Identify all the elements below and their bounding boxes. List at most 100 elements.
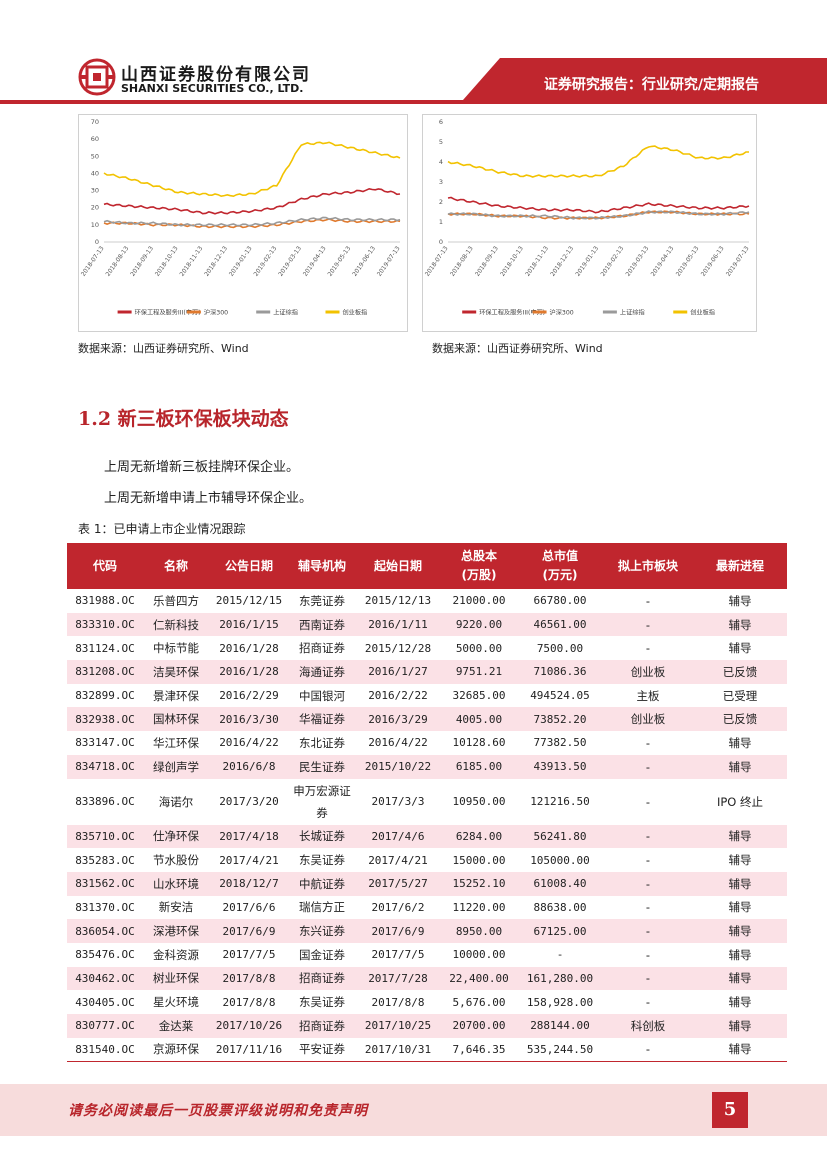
table-header-cell: 最新进程 (693, 543, 787, 589)
table-header-cell: 起始日期 (355, 543, 441, 589)
table-cell: 华福证券 (289, 707, 355, 732)
table-row: 831988.OC 乐普四方 2015/12/15 东莞证券 2015/12/13 210… (67, 589, 787, 613)
table-cell: 2016/3/29 (355, 707, 441, 732)
table-cell: 创业板 (603, 660, 693, 684)
table-header-cell: 总股本 (万股) (441, 543, 517, 589)
table-cell: 9220.00 (441, 612, 517, 637)
table-cell: 洁昊环保 (143, 660, 209, 684)
table-row: 831540.OC 京源环保 2017/11/16 平安证券 2017/10/31 7,6… (67, 1037, 787, 1062)
table-cell: - (645, 794, 651, 809)
table-cell: 430405.OC (75, 995, 135, 1009)
series-line (447, 145, 749, 178)
table-cell: 4005.00 (441, 707, 517, 732)
table-cell: 2017/6/6 (222, 900, 276, 914)
table-header-cell: 总市值 (万元) (517, 543, 603, 589)
table-cell: 10000.00 (452, 948, 506, 962)
table-cell: 中国银河 (299, 688, 345, 703)
page-header: 山西证券股份有限公司 SHANXI SECURITIES CO., LTD. 证… (0, 0, 827, 104)
chart-left: 0 10 20 30 40 50 60 70 2018-07-13 2018-08-13 2018-… (78, 114, 408, 332)
table-cell: 辅导 (693, 919, 787, 943)
table-cell: 2015/12/15 (215, 594, 283, 608)
table-cell: - (645, 593, 651, 608)
table-header-cell: 公告日期 (209, 543, 289, 589)
table-row: 830777.OC 金达莱 2017/10/26 招商证券 2017/10/25 2070… (67, 1014, 787, 1038)
table-row: 831562.OC 山水环境 2018/12/7 中航证券 2017/5/27 15252… (67, 871, 787, 896)
table-cell: 金达莱 (143, 1014, 209, 1038)
company-logo-icon (78, 58, 116, 96)
table-cell: 15000.00 (452, 853, 506, 867)
table-cell: - (603, 871, 693, 896)
table-cell: 835476.OC (75, 948, 135, 962)
table-cell: 2017/4/21 (368, 853, 428, 867)
table-cell: 辅导 (693, 824, 787, 849)
table-cell: 831540.OC (67, 1037, 143, 1062)
table-cell: - (603, 919, 693, 943)
table-cell: 831562.OC (67, 871, 143, 896)
table-cell: 831208.OC (67, 660, 143, 684)
table-cell: 11220.00 (452, 900, 506, 914)
table-header-cell: 辅导机构 (289, 543, 355, 589)
table-cell: 2016/1/28 (209, 660, 289, 684)
y-tick-label: 6 (439, 118, 443, 126)
y-tick-label: 0 (439, 238, 443, 246)
table-cell: 绿创声学 (143, 754, 209, 779)
table-cell: 新安洁 (158, 900, 194, 915)
table-cell: 民生证券 (289, 754, 355, 779)
table-cell: - (603, 754, 693, 779)
y-tick-label: 1 (439, 218, 443, 226)
table-cell: - (645, 995, 651, 1010)
table-cell: 833310.OC (67, 612, 143, 637)
table-cell: 5,676.00 (452, 995, 506, 1009)
series-line (103, 141, 401, 198)
table-body: 831988.OC 乐普四方 2015/12/15 东莞证券 2015/12/13 210… (67, 589, 787, 1062)
table-cell: 22,400.00 (441, 966, 517, 991)
company-name-en: SHANXI SECURITIES CO., LTD. (121, 82, 304, 95)
table-cell: 830777.OC (67, 1014, 143, 1038)
header-band (0, 58, 827, 104)
legend-label: 上证综指 (620, 309, 645, 317)
table-cell: 834718.OC (67, 754, 143, 779)
table-cell: 2017/8/8 (222, 995, 276, 1009)
table-cell: 2017/6/2 (371, 900, 425, 914)
table-cell: 2017/8/8 (371, 995, 425, 1009)
table-cell: 海通证券 (289, 660, 355, 684)
table-cell: 主板 (636, 688, 660, 703)
table-cell: - (645, 735, 651, 750)
table-cell: 辅导 (693, 871, 787, 896)
table-cell: 东吴证券 (299, 995, 345, 1010)
section-title: 1.2 新三板环保板块动态 (78, 408, 289, 430)
table-cell: 中标节能 (153, 641, 199, 656)
table-row: 835283.OC 节水股份 2017/4/21 东吴证券 2017/4/21 15000… (67, 848, 787, 872)
table-cell: 星火环境 (153, 995, 199, 1010)
table-cell: - (645, 853, 651, 868)
table-cell: 7500.00 (536, 641, 584, 655)
y-tick-label: 40 (91, 169, 99, 177)
y-tick-label: 5 (439, 138, 443, 146)
data-source-left: 数据来源：山西证券研究所、Wind (78, 342, 249, 355)
table-cell: 77382.50 (533, 736, 587, 750)
table-cell: 辅导 (728, 900, 752, 915)
table-cell: 2017/4/18 (209, 824, 289, 849)
table-cell: 国林环保 (143, 707, 209, 732)
legend-label: 上证综指 (273, 309, 298, 317)
y-tick-label: 0 (95, 238, 99, 246)
table-cell: 2016/1/11 (355, 612, 441, 637)
table-cell: 山水环境 (143, 871, 209, 896)
table-cell: 833147.OC (75, 736, 135, 750)
table-cell: 105000.00 (530, 853, 590, 867)
table-header-cell: 拟上市板块 (603, 543, 693, 589)
table-cell: 2017/7/28 (355, 966, 441, 991)
table-cell: 832938.OC (67, 707, 143, 732)
table-cell: 辅导 (728, 947, 752, 962)
table-cell: 66780.00 (533, 594, 587, 608)
table-cell: 辅导 (728, 593, 752, 608)
table-cell: 5000.00 (455, 641, 503, 655)
y-tick-label: 3 (439, 178, 443, 186)
table-cell: IPO 终止 (716, 794, 764, 809)
table-cell: - (556, 948, 564, 962)
table-cell: 海诺尔 (158, 794, 194, 809)
table-row: 430405.OC 星火环境 2017/8/8 东吴证券 2017/8/8 5,676.0… (67, 990, 787, 1014)
table-cell: 辅导 (693, 1014, 787, 1038)
table-cell: 2015/12/13 (364, 594, 432, 608)
table-cell: 67125.00 (517, 919, 603, 943)
